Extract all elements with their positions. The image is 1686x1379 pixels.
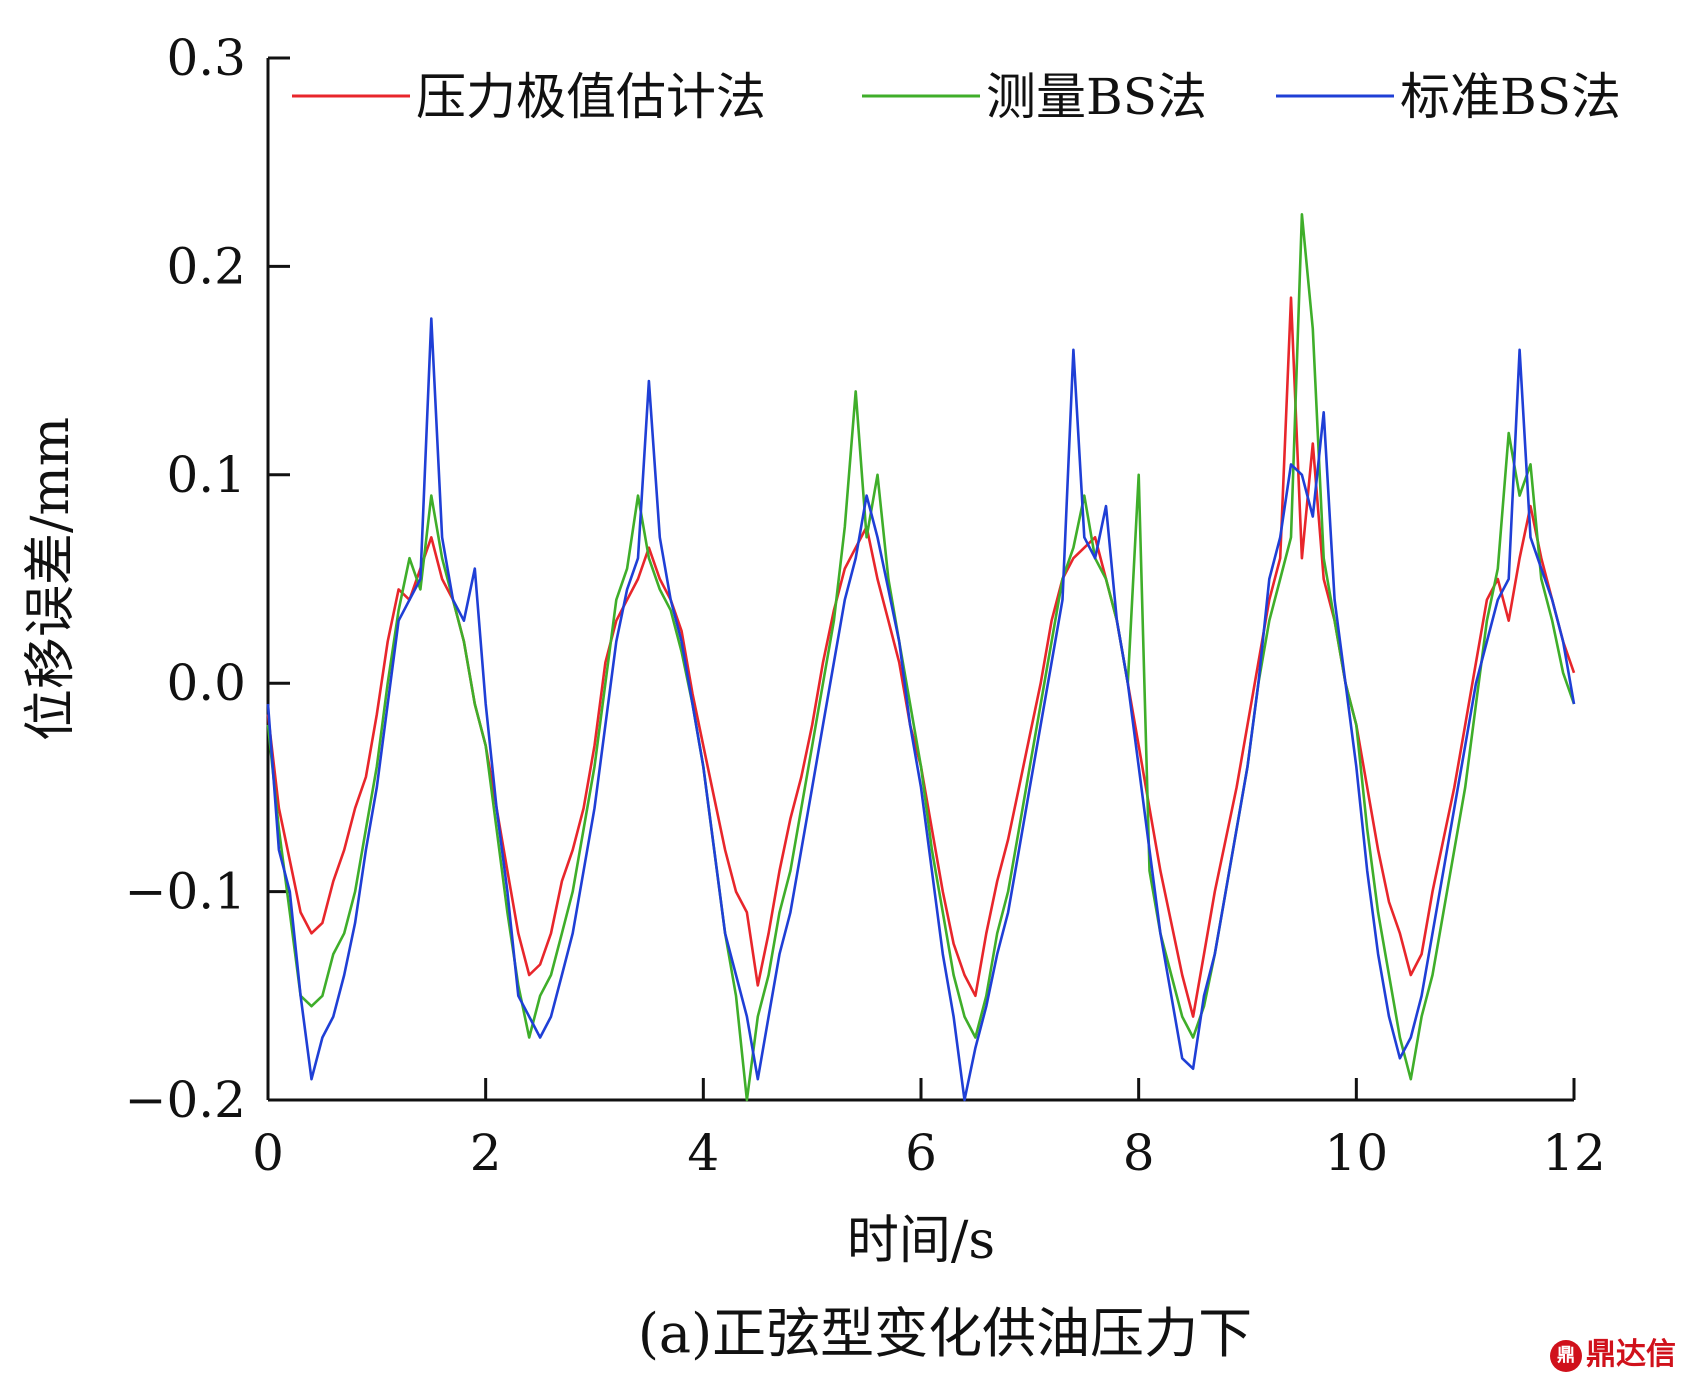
series-line-3 (266, 317, 1576, 1102)
x-tick-label: 12 (1542, 1124, 1606, 1182)
plot-area: 0 2 4 6 8 10 12 −0.2 −0.1 0.0 0.1 0.2 0.3 (125, 29, 1606, 1182)
x-tick-label: 8 (1123, 1124, 1155, 1182)
y-axis-title: 位移误差/mm (21, 417, 81, 741)
legend-label-2: 测量BS法 (986, 68, 1207, 126)
y-tick-label: 0.0 (166, 654, 246, 712)
x-tick-label: 2 (470, 1124, 502, 1182)
x-tick-label: 4 (687, 1124, 719, 1182)
watermark-icon: 鼎 (1550, 1339, 1582, 1372)
legend-label-3: 标准BS法 (1400, 68, 1621, 126)
x-tick-label: 6 (905, 1124, 937, 1182)
watermark-text: 鼎达信 (1586, 1337, 1676, 1372)
y-tick-label: −0.1 (125, 863, 246, 921)
chart-caption: (a)正弦型变化供油压力下 (638, 1302, 1252, 1365)
x-tick-label: 10 (1325, 1124, 1389, 1182)
legend: 压力极值估计法 测量BS法 标准BS法 (292, 68, 1621, 126)
y-ticks: −0.2 −0.1 0.0 0.1 0.2 0.3 (125, 29, 290, 1129)
series-line-2 (266, 213, 1576, 1102)
y-tick-label: 0.2 (166, 237, 246, 295)
y-tick-label: 0.3 (166, 29, 246, 87)
x-axis-title: 时间/s (847, 1211, 995, 1271)
series-lines (266, 213, 1576, 1102)
y-tick-label: 0.1 (166, 446, 246, 504)
watermark-logo: 鼎鼎达信 (1550, 1329, 1676, 1373)
y-tick-label: −0.2 (125, 1071, 246, 1129)
x-ticks: 0 2 4 6 8 10 12 (252, 1078, 1606, 1182)
legend-label-1: 压力极值估计法 (416, 68, 766, 126)
x-tick-label: 0 (252, 1124, 284, 1182)
